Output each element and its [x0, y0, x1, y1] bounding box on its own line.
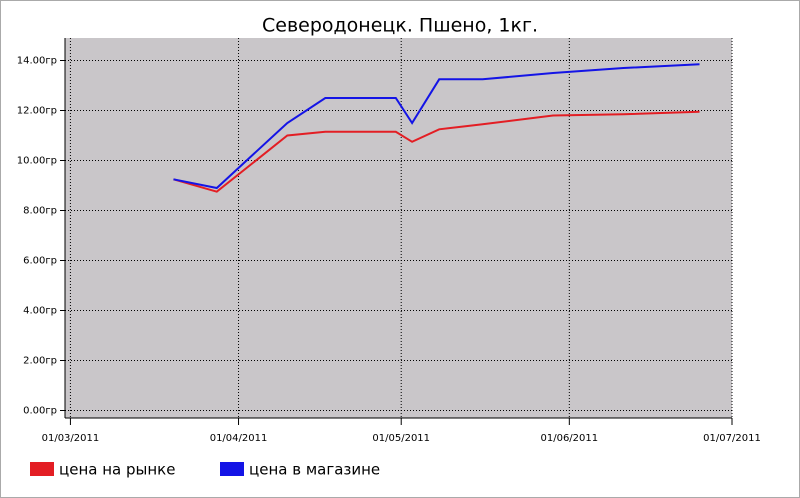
legend-swatch [30, 462, 54, 476]
y-tick-label: 6.00гр [23, 256, 57, 267]
x-tick-label: 01/07/2011 [703, 433, 761, 444]
series-line [173, 63, 700, 190]
legend-label: цена на рынке [59, 461, 175, 479]
y-tick-label: 14.00гр [17, 56, 57, 67]
chart-title: Северодонецк. Пшено, 1кг. [262, 15, 538, 37]
y-tick-label: 2.00гр [23, 356, 57, 367]
series-line [173, 110, 700, 193]
y-tick-label: 12.00гр [17, 106, 57, 117]
y-tick-label: 4.00гр [23, 306, 57, 317]
x-tick-label: 01/05/2011 [372, 433, 430, 444]
legend-swatch [220, 462, 244, 476]
y-tick-label: 8.00гр [23, 206, 57, 217]
x-tick-label: 01/03/2011 [42, 433, 100, 444]
y-tick-label: 0.00гр [23, 406, 57, 417]
x-tick-label: 01/04/2011 [210, 433, 268, 444]
legend-label: цена в магазине [249, 461, 380, 479]
x-tick-label: 01/06/2011 [540, 433, 598, 444]
y-tick-label: 10.00гр [17, 156, 57, 167]
